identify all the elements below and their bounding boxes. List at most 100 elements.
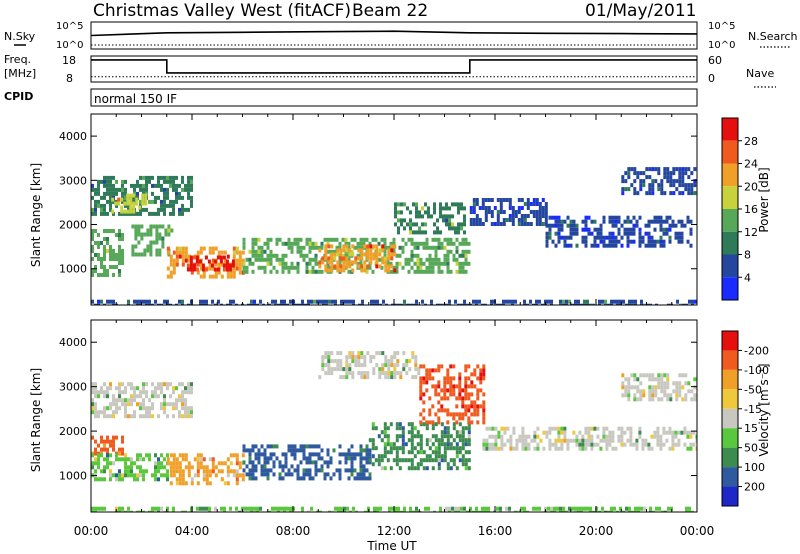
power-cell-10 — [647, 243, 651, 248]
velocity-cell-2 — [172, 465, 176, 470]
power-cell-12 — [628, 299, 631, 304]
velocity-cell-5 — [115, 406, 118, 411]
velocity-cell-5 — [121, 398, 124, 403]
velocity-cell-4 — [431, 466, 435, 471]
power-cell-12 — [610, 303, 613, 305]
power-cell-4 — [410, 237, 414, 242]
velocity-cell-10 — [631, 510, 634, 512]
power-cell-4 — [461, 237, 465, 242]
power-cell-4 — [446, 237, 450, 242]
power-cell-4 — [257, 265, 261, 270]
power-cell-10 — [608, 231, 612, 236]
velocity-cell-4 — [386, 434, 390, 439]
velocity-cell-3 — [350, 444, 354, 449]
velocity-cell-1 — [103, 457, 106, 462]
velocity-cell-10 — [256, 510, 259, 512]
velocity-cell-7 — [446, 420, 450, 425]
power-cell-4 — [446, 253, 450, 258]
power-cell-12 — [376, 303, 379, 305]
power-cell-4 — [455, 249, 459, 254]
velocity-cell-9 — [675, 389, 679, 394]
velocity-cell-2 — [172, 457, 176, 462]
velocity-cell-7 — [482, 420, 486, 425]
power-cell-12 — [310, 299, 313, 304]
velocity-cell-3 — [242, 448, 246, 453]
velocity-cell-4 — [383, 422, 387, 427]
velocity-cell-7 — [419, 364, 423, 369]
power-cell-12 — [628, 303, 631, 305]
velocity-cell-8 — [497, 434, 501, 439]
velocity-colorbar-tick-label: 200 — [744, 481, 765, 494]
power-cell-6 — [136, 211, 139, 216]
velocity-cell-8 — [560, 442, 564, 447]
velocity-cell-10 — [688, 510, 691, 512]
power-cell-5 — [366, 256, 370, 261]
power-cell-7 — [120, 205, 124, 210]
power-cell-10 — [638, 235, 642, 240]
velocity-cell-8 — [554, 426, 558, 431]
power-cell-4 — [410, 265, 414, 270]
power-cell-4 — [269, 237, 273, 242]
velocity-cell-10 — [247, 506, 250, 511]
power-cell-11 — [639, 187, 643, 192]
power-cell-4 — [299, 237, 303, 242]
power-cell-10 — [614, 223, 618, 228]
velocity-cell-8 — [605, 434, 609, 439]
power-cell-12 — [373, 299, 376, 304]
velocity-cell-1 — [127, 473, 130, 478]
power-cell-5 — [324, 252, 328, 257]
velocity-cell-1 — [109, 477, 112, 482]
velocity-cell-8 — [527, 446, 531, 451]
velocity-cell-8 — [527, 442, 531, 447]
power-cell-9 — [508, 218, 512, 222]
power-cell-4 — [386, 245, 390, 250]
power-cell-7 — [120, 209, 124, 214]
velocity-cell-3 — [248, 456, 252, 461]
power-cell-11 — [690, 171, 694, 176]
velocity-cell-10 — [484, 510, 487, 512]
power-cell-6 — [157, 179, 160, 184]
velocity-cell-4 — [461, 462, 465, 467]
velocity-cell-4 — [410, 466, 414, 471]
power-cell-10 — [689, 219, 693, 224]
velocity-cell-10 — [454, 506, 457, 511]
velocity-cell-8 — [668, 446, 672, 451]
power-cell-6 — [181, 207, 184, 212]
velocity-cell-2 — [205, 469, 209, 474]
power-cell-11 — [681, 191, 685, 196]
power-cell-4 — [464, 249, 468, 254]
velocity-cell-7 — [422, 380, 426, 385]
power-cell-4 — [383, 241, 387, 246]
power-cell-6 — [148, 211, 151, 216]
velocity-colorbar-frame — [721, 330, 739, 507]
power-cell-4 — [302, 257, 306, 262]
power-cell-9 — [535, 210, 539, 214]
power-cell-0 — [118, 253, 121, 257]
velocity-cell-10 — [544, 506, 547, 511]
velocity-cell-5 — [181, 406, 184, 411]
power-cell-9 — [523, 218, 527, 222]
power-cell-1 — [149, 244, 153, 249]
velocity-cell-7 — [425, 368, 429, 373]
velocity-cell-4 — [386, 426, 390, 431]
power-cell-4 — [392, 265, 396, 270]
velocity-cell-7 — [467, 404, 471, 409]
power-cell-5 — [363, 252, 367, 257]
velocity-cell-7 — [449, 388, 453, 393]
velocity-cell-5 — [124, 386, 127, 391]
power-cell-4 — [302, 245, 306, 250]
power-cell-6 — [172, 207, 175, 212]
velocity-cell-8 — [578, 442, 582, 447]
power-cell-4 — [257, 245, 261, 250]
power-cell-4 — [425, 257, 429, 262]
velocity-cell-10 — [610, 506, 613, 511]
velocity-cell-10 — [235, 506, 238, 511]
power-cell-3 — [189, 255, 193, 260]
power-cell-6 — [187, 175, 190, 180]
velocity-cell-5 — [118, 390, 121, 395]
power-cell-6 — [157, 195, 160, 200]
power-cell-2 — [181, 258, 185, 263]
power-cell-10 — [593, 235, 597, 240]
velocity-cell-3 — [359, 476, 363, 481]
velocity-cell-3 — [245, 464, 249, 469]
